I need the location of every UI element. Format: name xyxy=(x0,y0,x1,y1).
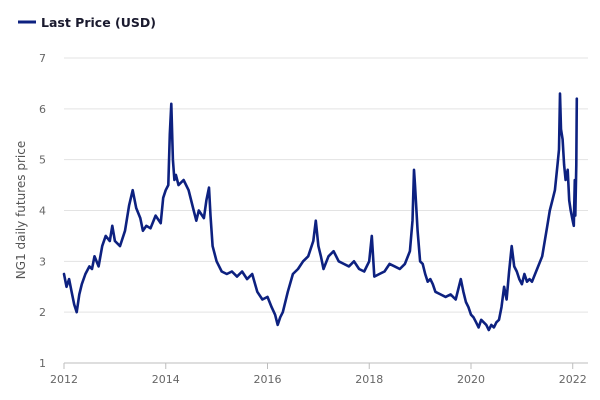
y-tick-label: 1 xyxy=(39,357,46,370)
legend[interactable]: Last Price (USD) xyxy=(18,15,156,30)
x-tick-label: 2020 xyxy=(457,373,485,386)
legend-label: Last Price (USD) xyxy=(41,15,156,30)
y-axis-title: NG1 daily futures price xyxy=(14,141,28,279)
x-tick-label: 2014 xyxy=(152,373,180,386)
x-tick-label: 2022 xyxy=(559,373,587,386)
y-axis-ticks: 1 2 3 4 5 6 7 xyxy=(39,52,46,370)
y-tick-label: 7 xyxy=(39,52,46,65)
y-tick-label: 5 xyxy=(39,154,46,167)
x-tick-label: 2018 xyxy=(355,373,383,386)
y-tick-label: 2 xyxy=(39,306,46,319)
y-tick-label: 4 xyxy=(39,205,46,218)
series-line-last-price xyxy=(62,92,579,332)
x-tick-label: 2016 xyxy=(253,373,281,386)
y-tick-label: 6 xyxy=(39,103,46,116)
y-tick-label: 3 xyxy=(39,255,46,268)
x-tick-label: 2012 xyxy=(50,373,78,386)
x-axis-ticks: 2012 2014 2016 2018 2020 2022 xyxy=(50,363,587,386)
